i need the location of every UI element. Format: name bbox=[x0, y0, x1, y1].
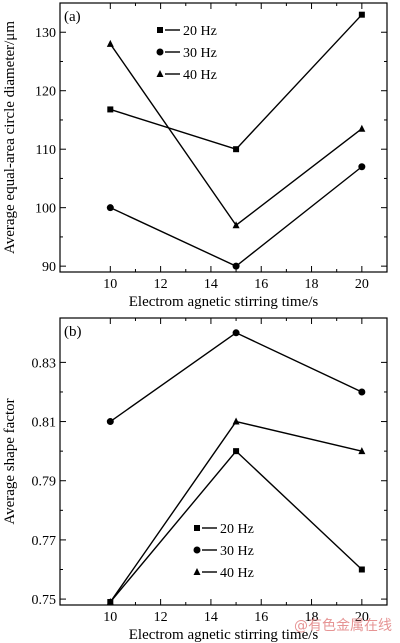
x-tick-label: 18 bbox=[305, 277, 319, 292]
legend-marker bbox=[156, 48, 164, 56]
series-line bbox=[109, 331, 363, 423]
data-point bbox=[358, 566, 365, 573]
x-tick-label: 10 bbox=[103, 277, 117, 292]
y-tick-label: 0.81 bbox=[32, 416, 57, 431]
legend-marker bbox=[193, 546, 201, 554]
x-tick-label: 12 bbox=[154, 610, 168, 625]
legend-label: 30 Hz bbox=[220, 544, 254, 559]
legend-label: 40 Hz bbox=[183, 68, 217, 83]
y-tick-label: 120 bbox=[35, 85, 56, 100]
data-point bbox=[358, 388, 366, 396]
data-point bbox=[358, 124, 366, 132]
data-point bbox=[232, 221, 240, 229]
data-point bbox=[358, 447, 366, 455]
data-point bbox=[106, 39, 114, 47]
x-tick-label: 16 bbox=[254, 277, 268, 292]
x-tick-label: 16 bbox=[254, 610, 268, 625]
x-tick-label: 14 bbox=[204, 277, 218, 292]
y-tick-label: 0.77 bbox=[32, 534, 57, 549]
data-point bbox=[106, 598, 114, 606]
y-tick-label: 0.79 bbox=[32, 475, 57, 490]
series-line bbox=[110, 166, 363, 267]
legend-label: 30 Hz bbox=[183, 46, 217, 61]
x-tick-label: 20 bbox=[355, 610, 369, 625]
y-axis-label: Average shape factor bbox=[2, 398, 18, 524]
x-axis-label: Electrom agnetic stirring time/s bbox=[129, 294, 319, 310]
watermark-text: @有色金属在线 bbox=[294, 618, 392, 634]
legend-marker bbox=[156, 70, 164, 77]
chart-b: 10 12 14 16 18 20 0.75 0.77 0.79 0.81 0.83 Electrom… bbox=[2, 317, 388, 643]
data-point bbox=[233, 146, 240, 153]
y-axis-label: Average equal-area circle diameter/μm bbox=[2, 21, 18, 254]
data-point bbox=[232, 417, 240, 425]
series-line bbox=[110, 14, 363, 150]
legend-label: 20 Hz bbox=[220, 522, 254, 537]
x-tick-label: 14 bbox=[204, 610, 218, 625]
x-tick-label: 20 bbox=[355, 277, 369, 292]
y-tick-label: 100 bbox=[35, 202, 56, 217]
legend-marker bbox=[157, 27, 163, 33]
legend-label: 40 Hz bbox=[220, 566, 254, 581]
y-tick-label: 90 bbox=[42, 260, 56, 275]
y-tick-label: 0.83 bbox=[32, 356, 57, 371]
x-tick-label: 18 bbox=[305, 610, 319, 625]
series-line bbox=[109, 43, 363, 227]
data-point bbox=[233, 448, 240, 455]
legend-marker bbox=[194, 525, 200, 531]
data-point bbox=[106, 418, 114, 426]
y-tick-label: 110 bbox=[36, 143, 56, 158]
data-point bbox=[106, 204, 114, 212]
data-point bbox=[358, 11, 365, 18]
data-point bbox=[107, 106, 114, 113]
plot-frame bbox=[59, 317, 388, 606]
y-tick-label: 0.75 bbox=[32, 593, 57, 608]
chart-a: 10 12 14 16 18 20 90 100 110 120 130 Electrom agnet… bbox=[2, 2, 388, 310]
panel-label: (a) bbox=[64, 9, 81, 25]
plot-frame bbox=[59, 2, 388, 273]
x-axis-label: Electrom agnetic stirring time/s bbox=[129, 627, 319, 643]
legend-label: 20 Hz bbox=[183, 24, 217, 39]
x-tick-label: 10 bbox=[103, 610, 117, 625]
panel-label: (b) bbox=[64, 324, 82, 340]
data-point bbox=[358, 163, 366, 171]
x-tick-label: 12 bbox=[154, 277, 168, 292]
y-tick-label: 130 bbox=[35, 26, 56, 41]
data-point bbox=[232, 329, 240, 337]
data-point bbox=[232, 262, 240, 270]
legend-marker bbox=[193, 568, 201, 575]
